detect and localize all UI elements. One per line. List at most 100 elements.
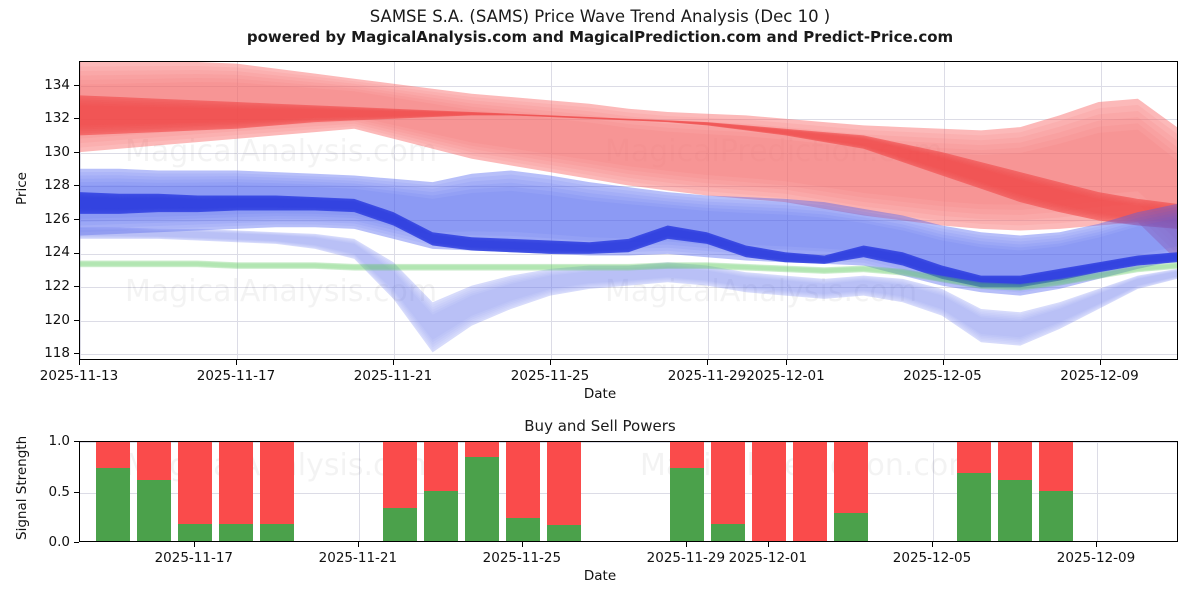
band-green-consolidation-band — [80, 260, 1177, 291]
price-gridline-h — [80, 354, 1177, 356]
band-layer — [80, 261, 1177, 290]
price-y-tick-mark — [74, 319, 79, 321]
power-bar[interactable] — [1039, 442, 1073, 541]
price-x-tick-mark — [785, 360, 787, 365]
price-x-tick-label: 2025-12-09 — [1060, 368, 1139, 384]
price-y-tick-mark — [74, 353, 79, 355]
power-bar[interactable] — [424, 442, 458, 541]
price-y-tick-mark — [74, 185, 79, 187]
band-layer — [80, 193, 1177, 287]
power-gridline-v — [1097, 442, 1098, 541]
price-x-tick-label: 2025-11-21 — [353, 368, 433, 384]
power-bar[interactable] — [834, 442, 868, 541]
price-x-tick-mark — [707, 360, 708, 365]
price-x-tick-label: 2025-12-05 — [903, 368, 982, 384]
power-x-tick-label: 2025-12-09 — [1056, 550, 1136, 566]
sell-power-segment — [465, 442, 499, 458]
price-gridline-v — [551, 62, 552, 359]
band-layer — [80, 261, 1177, 290]
power-x-tick-mark — [932, 542, 933, 547]
price-x-tick-mark — [1099, 360, 1101, 365]
power-y-tick-mark — [74, 491, 79, 493]
band-layer — [80, 195, 1177, 286]
power-bar[interactable] — [465, 442, 499, 541]
price-y-tick-label: 132 — [44, 110, 70, 127]
power-bar[interactable] — [96, 442, 130, 541]
price-y-tick-label: 124 — [44, 244, 70, 261]
power-y-tick-label: 0.0 — [48, 534, 70, 550]
power-x-tick-label: 2025-12-01 — [728, 550, 808, 566]
buy-power-segment — [219, 523, 253, 541]
power-bar[interactable] — [670, 442, 704, 541]
buy-power-segment — [998, 480, 1032, 541]
band-lower-probability-band — [80, 227, 1177, 353]
power-axis-y-label: Signal Strength — [14, 435, 30, 540]
sell-power-segment — [957, 442, 991, 474]
sell-power-segment — [834, 442, 868, 513]
buy-power-segment — [465, 457, 499, 541]
price-y-tick-mark — [74, 151, 79, 153]
sell-power-segment — [547, 442, 581, 525]
power-bar[interactable] — [793, 442, 827, 541]
band-layer — [80, 196, 1177, 285]
page-title: SAMSE S.A. (SAMS) Price Wave Trend Analy… — [369, 7, 831, 26]
price-gridline-v — [786, 62, 788, 359]
power-chart-plot-area: MagicalAnalysis.comMagicalPrediction.com — [79, 441, 1178, 542]
band-trend-core-band — [80, 192, 1177, 288]
power-axis-x-label: Date — [583, 568, 617, 584]
price-gridline-h — [80, 287, 1177, 289]
power-x-tick-mark — [685, 542, 687, 547]
power-bar[interactable] — [711, 442, 745, 541]
price-gridline-h — [80, 85, 1177, 87]
power-y-tick-label: 1.0 — [48, 433, 70, 449]
price-x-tick-label: 2025-12-01 — [746, 368, 825, 384]
power-x-tick-label: 2025-12-05 — [892, 550, 972, 566]
sell-power-segment — [998, 442, 1032, 481]
buy-power-segment — [260, 523, 294, 541]
power-y-tick-mark — [74, 542, 79, 543]
power-bar[interactable] — [178, 442, 212, 541]
power-bar[interactable] — [137, 442, 171, 541]
band-resistance-inner-band — [80, 95, 1177, 229]
price-x-tick-label: 2025-11-17 — [196, 368, 276, 384]
price-y-tick-mark — [74, 286, 79, 288]
price-y-tick-mark — [74, 252, 79, 254]
band-layer — [80, 99, 1177, 227]
power-x-tick-mark — [521, 542, 523, 547]
buy-power-segment — [506, 517, 540, 541]
power-bar[interactable] — [506, 442, 540, 541]
price-y-tick-label: 130 — [44, 143, 70, 160]
sell-power-segment — [424, 442, 458, 491]
power-x-tick-label: 2025-11-21 — [318, 550, 398, 566]
price-gridline-v — [708, 62, 709, 359]
band-layer — [80, 103, 1177, 224]
price-x-tick-label: 2025-11-29 — [667, 368, 747, 384]
power-bar[interactable] — [260, 442, 294, 541]
price-chart-plot-area: MagicalAnalysis.comMagicalPrediction.com… — [79, 61, 1178, 360]
power-bar[interactable] — [383, 442, 417, 541]
price-y-tick-label: 128 — [44, 177, 70, 194]
price-x-tick-mark — [393, 360, 394, 365]
buy-power-segment — [711, 523, 745, 541]
power-bar[interactable] — [547, 442, 581, 541]
buy-power-segment — [383, 507, 417, 541]
price-gridline-v — [394, 62, 395, 359]
sell-power-segment — [219, 442, 253, 524]
power-bar[interactable] — [219, 442, 253, 541]
power-bar[interactable] — [998, 442, 1032, 541]
power-bar[interactable] — [957, 442, 991, 541]
price-gridline-v — [943, 62, 945, 359]
price-gridline-h — [80, 152, 1177, 154]
sell-power-segment — [96, 442, 130, 469]
power-gridline-v — [358, 442, 360, 541]
band-layer — [80, 97, 1177, 228]
power-x-tick-mark — [1096, 542, 1097, 547]
power-bar[interactable] — [752, 442, 786, 541]
price-axis-x-label: Date — [583, 386, 617, 402]
price-y-tick-label: 126 — [44, 210, 70, 227]
chart-title-block: SAMSE S.A. (SAMS) Price Wave Trend Analy… — [0, 6, 1200, 47]
sell-power-segment — [793, 442, 827, 541]
power-gridline-v — [933, 442, 934, 541]
power-gridline-h — [80, 492, 1177, 494]
sell-power-segment — [752, 442, 786, 541]
